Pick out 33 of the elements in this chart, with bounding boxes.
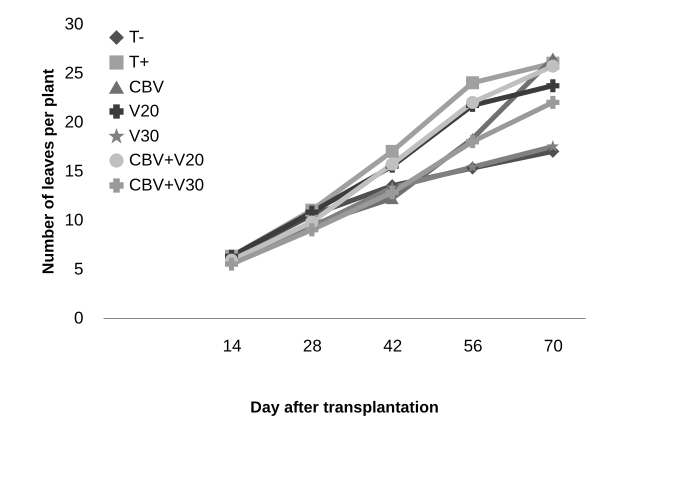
legend-label: T-: [129, 28, 144, 46]
legend-label: V20: [129, 102, 160, 120]
x-tick-label: 42: [383, 336, 402, 356]
point: [386, 186, 399, 200]
point: [225, 258, 238, 271]
point: [386, 144, 399, 158]
legend-label: CBV+V30: [129, 176, 204, 194]
point: [546, 96, 560, 109]
point: [466, 160, 479, 172]
point: [546, 60, 560, 73]
legend-label: T+: [129, 52, 150, 72]
y-tick-label: 15: [64, 162, 84, 180]
y-tick-label: 20: [64, 112, 84, 132]
point: [546, 140, 560, 152]
x-tick-label: 56: [464, 336, 482, 356]
x-tick-label: 14: [222, 336, 242, 356]
point: [305, 223, 318, 236]
point: [466, 76, 480, 90]
y-tick-label: 10: [64, 210, 84, 230]
legend-label: CBV+V20: [129, 150, 204, 170]
y-tick-label: 30: [64, 14, 84, 34]
y-tick-label: 0: [74, 308, 84, 328]
x-tick-label: 70: [544, 336, 563, 356]
y-tick-label: 25: [64, 64, 84, 82]
legend-label: V30: [129, 126, 160, 146]
x-axis-title: Day after transplantation: [250, 400, 439, 416]
x-tick-label: 28: [302, 336, 322, 356]
point: [466, 96, 480, 109]
legend-label: CBV: [129, 78, 165, 96]
y-tick-label: 5: [74, 260, 84, 278]
point: [466, 135, 480, 148]
y-axis-title: Number of leaves per plant: [40, 68, 58, 274]
point: [546, 79, 560, 92]
